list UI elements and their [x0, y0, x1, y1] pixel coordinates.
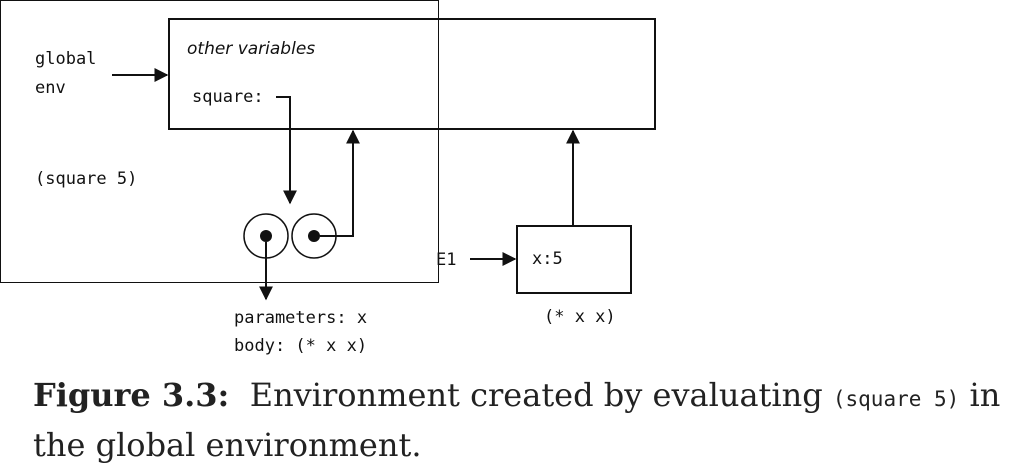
caption-code: (square 5) [832, 387, 960, 411]
square-binding-arrow [276, 96, 297, 205]
caption-text-after: in the global environment. [33, 376, 1001, 464]
frame-e1-body: (* x x) [544, 307, 616, 327]
procedure-right-dot [308, 230, 320, 242]
frame-e1-binding: x:5 [532, 249, 563, 269]
square-binding-label: square: [192, 87, 264, 107]
environment-diagram: global env other variables square: (squa… [0, 0, 656, 356]
global-environment-box [168, 18, 656, 130]
global-env-label-line2: env [35, 78, 66, 98]
procedure-env-arrow [320, 129, 360, 237]
caption-label: Figure 3.3: [33, 376, 230, 414]
overlay-frame [0, 0, 439, 283]
body-label: body: (* x x) [234, 336, 367, 356]
frame-e1-label: E1 [436, 250, 456, 270]
global-env-label-line1: global [35, 49, 96, 69]
expression-label: (square 5) [35, 169, 137, 189]
caption-text-before: Environment created by evaluating [249, 376, 823, 414]
parameters-label: parameters: x [234, 308, 367, 328]
procedure-left-dot [260, 230, 272, 242]
figure-caption: Figure 3.3: Environment created by evalu… [33, 372, 1003, 468]
other-variables-label: other variables [187, 39, 315, 59]
